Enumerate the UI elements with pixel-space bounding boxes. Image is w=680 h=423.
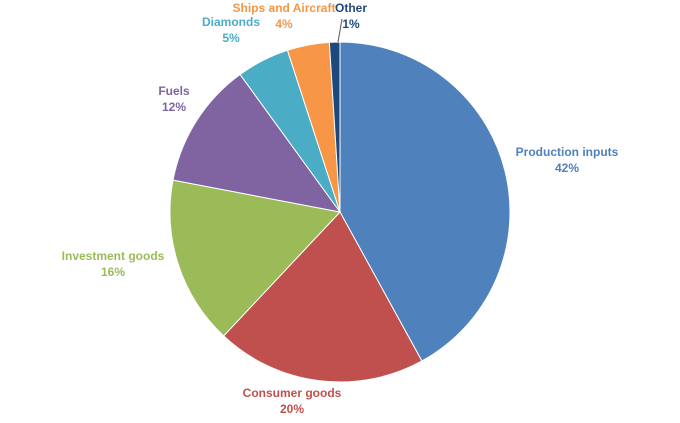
data-label-diamonds: Diamonds 5%: [202, 15, 260, 45]
data-label-value: 1%: [342, 17, 360, 31]
data-label-value: 4%: [275, 17, 293, 31]
data-label-other: Other 1%: [335, 1, 367, 31]
pie-slice-production-inputs: [339, 41, 511, 362]
data-label-production-inputs: Production inputs 42%: [516, 145, 619, 175]
pie-labels: Production inputs 42% Consumer goods 20% Inv…: [62, 1, 619, 416]
data-label-investment-goods: Investment goods 16%: [62, 249, 165, 279]
pie-slices: [169, 41, 511, 383]
data-label-name: Fuels: [158, 84, 190, 98]
data-label-value: 12%: [162, 100, 186, 114]
pie-slice-fuels: [172, 73, 342, 213]
data-label-value: 42%: [555, 161, 579, 175]
data-label-name: Consumer goods: [243, 386, 342, 400]
pie-slice-consumer-goods: [222, 211, 423, 383]
data-label-value: 16%: [101, 265, 125, 279]
data-label-value: 20%: [280, 402, 304, 416]
data-label-name: Investment goods: [62, 249, 165, 263]
data-label-name: Production inputs: [516, 145, 619, 159]
leader-line-other: [337, 18, 343, 43]
data-label-consumer-goods: Consumer goods 20%: [243, 386, 342, 416]
data-label-name: Ships and Aircraft: [233, 1, 336, 15]
data-label-value: 5%: [222, 31, 240, 45]
pie-slice-investment-goods: [169, 179, 341, 337]
data-label-fuels: Fuels 12%: [158, 84, 190, 114]
data-label-ships-and-aircraft: Ships and Aircraft 4%: [233, 1, 336, 31]
data-label-name: Other: [335, 1, 367, 15]
pie-slice-other: [328, 41, 341, 213]
data-label-name: Diamonds: [202, 15, 260, 29]
